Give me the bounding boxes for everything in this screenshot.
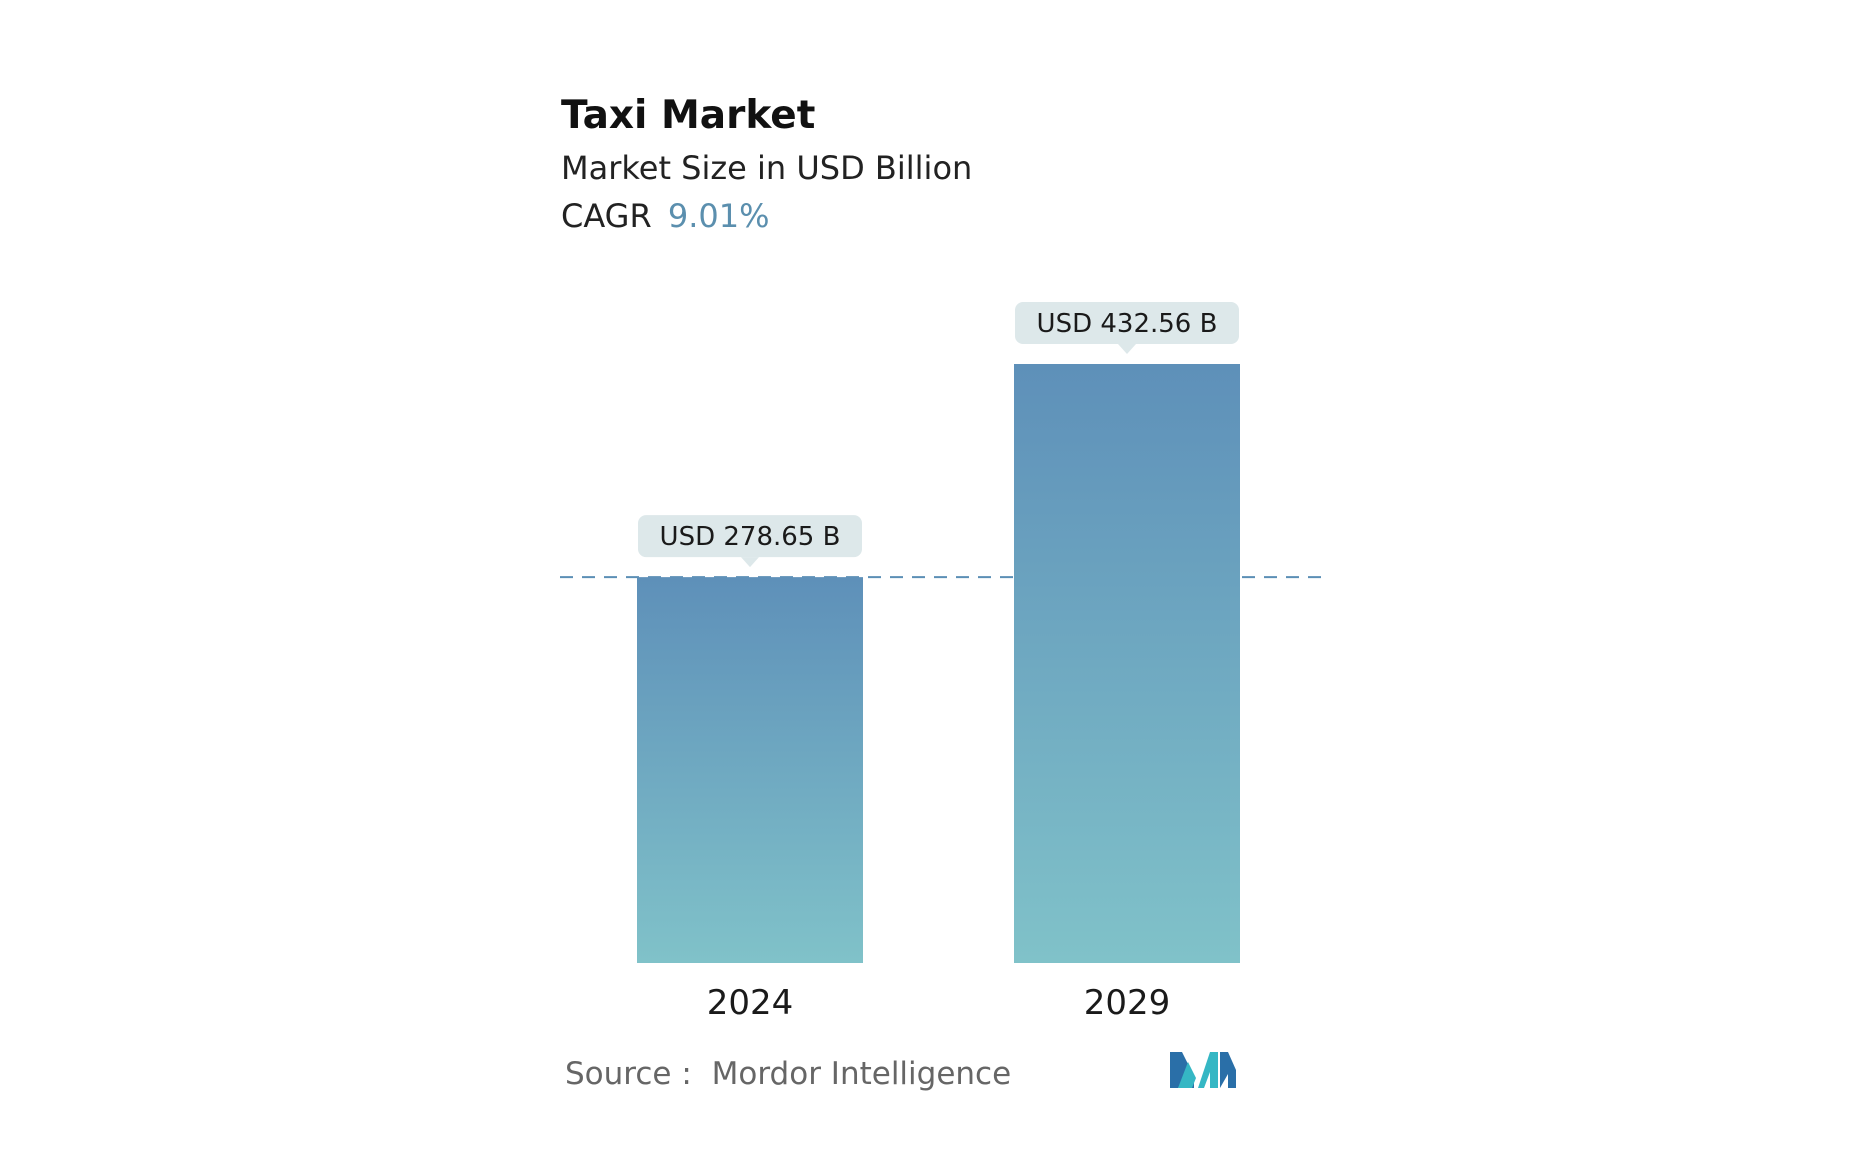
source-note: Source : Mordor Intelligence	[565, 1054, 1011, 1094]
value-label-2029: USD 432.56 B	[1037, 309, 1218, 339]
value-label-pointer-2024	[741, 557, 759, 568]
chart-subtitle: Market Size in USD Billion	[561, 149, 973, 187]
value-label-bubble-2024	[638, 515, 862, 558]
value-label-2024: USD 278.65 B	[660, 522, 841, 552]
value-label-pointer-2029	[1118, 344, 1136, 354]
chart-title: Taxi Market	[561, 93, 816, 138]
mordor-intelligence-logo-icon	[1170, 1052, 1236, 1088]
bar-2024	[637, 577, 863, 963]
cagr-value: 9.01%	[667, 197, 770, 235]
x-tick-label-2029: 2029	[1084, 983, 1171, 1023]
chart-header: Taxi Market Market Size in USD Billion C…	[561, 92, 972, 238]
x-tick-label-2024: 2024	[707, 983, 794, 1023]
source-value: Mordor Intelligence	[711, 1056, 1012, 1092]
cagr-label: CAGR	[561, 197, 652, 235]
cagr-row: CAGR 9.01%	[561, 194, 972, 238]
value-label-bubble-2029	[1015, 302, 1239, 344]
bar-2029	[1014, 364, 1240, 963]
source-label: Source :	[565, 1056, 692, 1092]
